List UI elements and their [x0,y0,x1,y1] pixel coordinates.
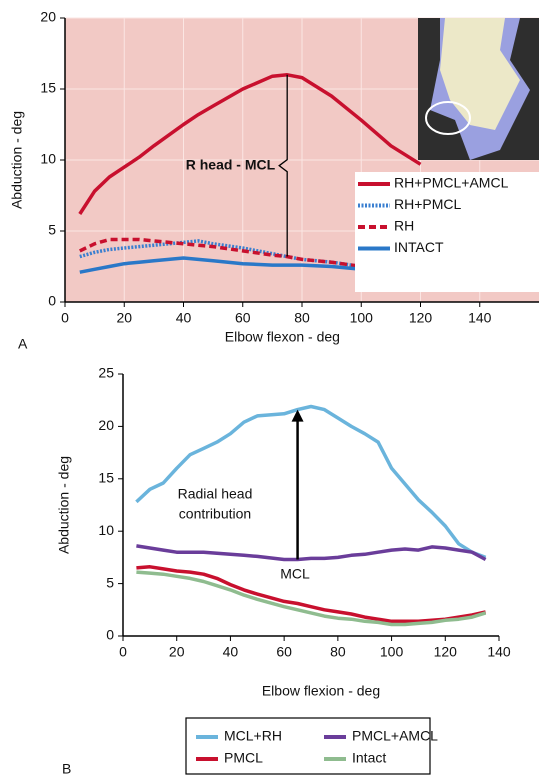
series-line [78,73,422,215]
legend: MCL+RH PMCL+AMCL PMCL Intact [185,717,438,775]
annotation: contribution [179,506,251,522]
y-tick-label: 10 [40,151,56,167]
y-tick-label: 5 [106,574,114,590]
x-tick-label: 40 [176,310,192,326]
series-line [136,565,486,624]
x-tick-label: 60 [235,310,251,326]
legend: RH+PMCL+AMCL RH+PMCL RH INTACT [355,172,539,292]
panel-label: B [62,761,71,777]
y-tick-label: 20 [40,9,56,25]
x-tick-label: 0 [61,310,69,326]
x-tick-label: 100 [350,310,374,326]
series-line [136,544,487,562]
difference-brace [278,74,288,257]
series-line [135,404,487,560]
y-axis-label: Abduction - deg [56,456,72,554]
x-axis-label: Elbow flexion - deg [262,683,380,699]
legend-label: MCL+RH [224,728,282,744]
x-tick-label: 140 [468,310,492,326]
x-tick-label: 20 [169,644,185,660]
x-tick-label: 120 [434,644,458,660]
x-tick-label: 120 [409,310,433,326]
arrow-head [291,409,304,422]
x-axis-label: Elbow flexon - deg [225,329,340,345]
x-tick-label: 40 [223,644,239,660]
inset-image [418,18,539,160]
x-tick-label: 20 [116,310,132,326]
legend-label: PMCL+AMCL [352,728,438,744]
y-tick-label: 15 [40,80,56,96]
x-tick-label: 140 [487,644,511,660]
series-line [136,570,487,627]
y-tick-label: 5 [48,222,56,238]
annotation: R head - MCL [186,156,276,172]
inset-bone [440,18,520,130]
legend-label: RH+PMCL+AMCL [394,175,509,191]
legend-label: RH+PMCL [394,196,462,212]
annotation: MCL [280,566,310,582]
legend-label: RH [394,218,414,234]
legend-box [355,172,539,292]
y-axis-label: Abduction - deg [9,111,25,209]
x-tick-label: 60 [276,644,292,660]
legend-label: PMCL [224,750,263,766]
panel-label: A [18,336,28,352]
series-line [79,237,466,277]
y-tick-label: 0 [48,293,56,309]
y-tick-label: 10 [98,522,114,538]
y-tick-label: 25 [98,365,114,381]
x-tick-label: 100 [380,644,404,660]
y-tick-label: 15 [98,470,114,486]
chart: 0 5 10 15 20 25 0 20 40 60 80 100 120 140 Elbow flexio… [56,365,511,777]
x-tick-label: 80 [330,644,346,660]
legend-label: INTACT [394,239,444,255]
x-tick-label: 80 [294,310,310,326]
x-tick-label: 0 [119,644,127,660]
y-tick-label: 0 [106,627,114,643]
legend-box [185,717,431,775]
legend-label: Intact [352,750,386,766]
annotation: Radial head [178,486,253,502]
series-line [79,239,466,286]
inset-circle [425,101,471,135]
y-tick-label: 20 [98,417,114,433]
